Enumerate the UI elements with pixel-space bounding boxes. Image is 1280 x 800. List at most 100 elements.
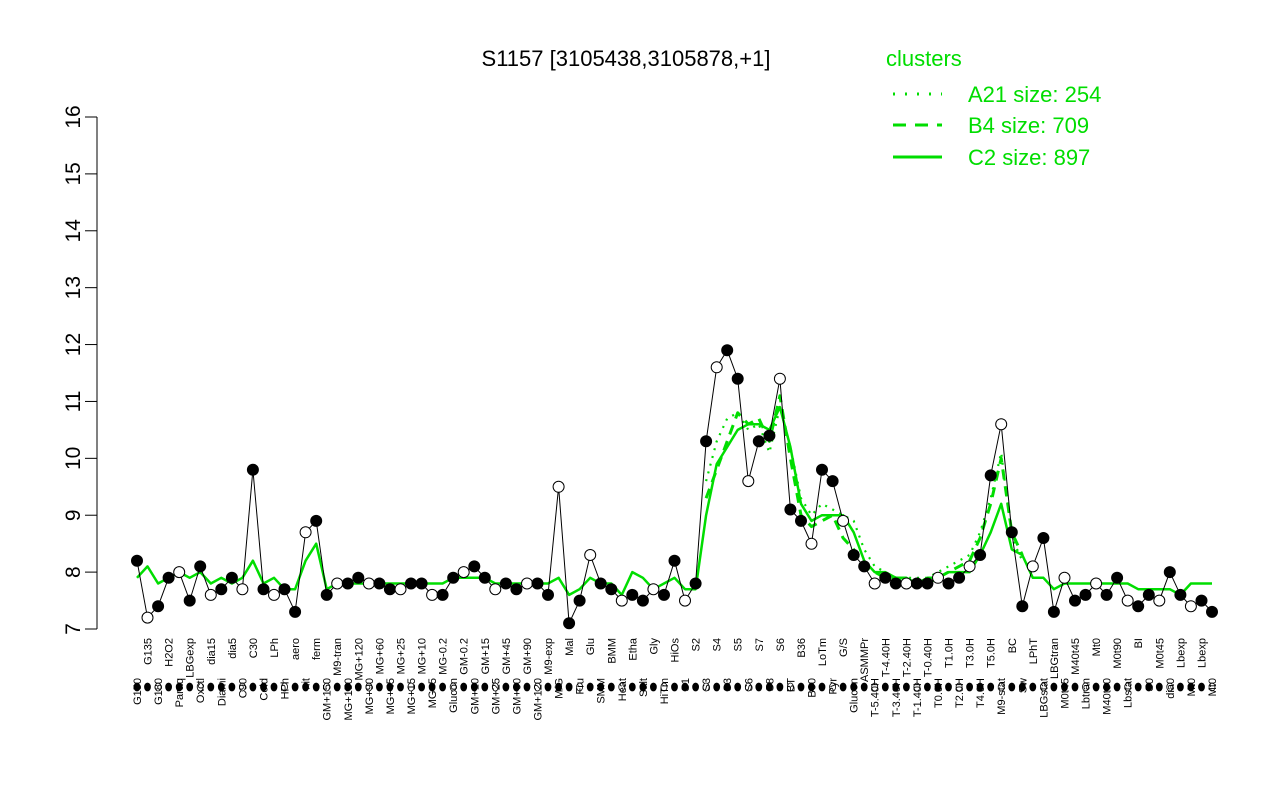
x-tick-label: Etha bbox=[627, 637, 639, 661]
data-point bbox=[868, 577, 881, 590]
rug-mark bbox=[217, 682, 225, 692]
rug-mark bbox=[270, 682, 278, 692]
legend-label-a21: A21 size: 254 bbox=[968, 82, 1101, 107]
rug-mark bbox=[1040, 682, 1047, 692]
data-point bbox=[1069, 594, 1081, 607]
data-point bbox=[636, 594, 649, 607]
x-tick-label: M/G bbox=[554, 678, 566, 699]
rug-mark bbox=[818, 682, 826, 692]
x-tick-label: nit bbox=[301, 678, 313, 690]
x-tick-label: MG-0.2 bbox=[438, 638, 450, 675]
y-tick-label: 8 bbox=[62, 566, 85, 578]
x-tick-label: H2O2 bbox=[164, 638, 176, 667]
x-tick-label: MG+10 bbox=[417, 638, 429, 674]
x-tick-label: LBGtran bbox=[1049, 638, 1061, 679]
data-point bbox=[1037, 532, 1050, 544]
rug-mark bbox=[407, 682, 415, 692]
data-point bbox=[679, 594, 691, 607]
rug-mark bbox=[565, 682, 573, 692]
rug-mark bbox=[871, 682, 879, 692]
rug-mark bbox=[966, 682, 973, 692]
data-point bbox=[742, 475, 755, 488]
x-tick-label: S1 bbox=[680, 678, 692, 691]
data-point bbox=[1174, 588, 1187, 601]
rug-mark bbox=[660, 682, 668, 692]
data-point bbox=[626, 588, 639, 601]
rug-mark bbox=[808, 682, 815, 692]
rug-mark bbox=[555, 682, 562, 692]
rug-mark bbox=[291, 682, 299, 692]
x-tick-label: Lbtran bbox=[1081, 678, 1093, 709]
x-tick-label: S3 bbox=[701, 678, 713, 691]
rug-mark bbox=[797, 682, 805, 692]
rug-mark bbox=[692, 682, 699, 692]
x-tick-label: M0t45 bbox=[1154, 638, 1166, 669]
rug-mark bbox=[997, 682, 1005, 692]
x-tick-label: LBGstat bbox=[1038, 678, 1050, 718]
data-point bbox=[162, 571, 175, 584]
x-tick-label: G/S bbox=[838, 638, 850, 657]
rug-mark bbox=[776, 682, 784, 692]
data-point bbox=[236, 583, 249, 596]
x-tick-label: LBGexp bbox=[185, 638, 197, 678]
rug-mark bbox=[175, 682, 183, 692]
x-tick-label: T-1.40H bbox=[912, 678, 924, 717]
rug-mark bbox=[881, 682, 889, 692]
data-point bbox=[405, 577, 417, 590]
x-tick-label: S0 bbox=[1144, 678, 1156, 691]
x-tick-label: ferm bbox=[311, 638, 323, 660]
rug-mark bbox=[1124, 682, 1132, 692]
x-tick-label: Sw bbox=[1017, 678, 1029, 693]
data-point bbox=[373, 577, 386, 590]
x-tick-label: HiTm bbox=[659, 678, 671, 704]
x-tick-label: BI bbox=[1133, 638, 1145, 648]
data-point bbox=[826, 475, 839, 488]
legend-label-b4: B4 size: 709 bbox=[968, 113, 1089, 138]
rug-mark bbox=[260, 682, 267, 692]
rug-mark bbox=[1082, 682, 1089, 692]
data-point bbox=[1047, 605, 1060, 618]
rug-mark bbox=[196, 682, 204, 692]
data-point bbox=[1090, 577, 1103, 590]
data-point bbox=[362, 577, 375, 590]
rug-mark bbox=[1071, 682, 1079, 692]
rug-mark bbox=[144, 682, 151, 692]
rug-mark bbox=[1187, 682, 1195, 692]
rug-mark bbox=[945, 682, 952, 692]
x-tick-label: M9-tran bbox=[332, 638, 344, 676]
x-tick-label: M9-stat bbox=[996, 678, 1008, 715]
rug-mark bbox=[365, 682, 373, 692]
rug-mark bbox=[976, 682, 984, 692]
x-tick-label: Mt0 bbox=[1186, 678, 1198, 696]
rug-mark bbox=[249, 682, 257, 692]
legend: clusters A21 size: 254 B4 size: 709 C2 s… bbox=[886, 46, 1101, 170]
data-point bbox=[1026, 560, 1039, 573]
data-point bbox=[594, 577, 607, 590]
data-point bbox=[752, 435, 765, 448]
rug-mark bbox=[681, 682, 689, 692]
data-point bbox=[278, 583, 291, 596]
x-tick-label: T3.0H bbox=[965, 638, 977, 668]
rug-mark bbox=[470, 682, 478, 692]
x-tick-label: M40t45 bbox=[1070, 638, 1082, 675]
y-tick-label: 12 bbox=[62, 333, 85, 356]
data-point bbox=[426, 588, 439, 601]
x-tick-label: S5 bbox=[733, 638, 745, 651]
rug-mark bbox=[481, 682, 489, 692]
chart-title: S1157 [3105438,3105878,+1] bbox=[482, 46, 771, 71]
rug-mark bbox=[502, 682, 510, 692]
y-tick-label: 16 bbox=[62, 105, 85, 128]
x-tick-label: Glucon bbox=[849, 678, 861, 713]
rug-mark bbox=[207, 682, 215, 692]
x-tick-label: GM+15 bbox=[480, 638, 492, 674]
data-point bbox=[984, 469, 997, 482]
x-tick-label: M9-exp bbox=[543, 638, 555, 675]
y-axis-ticks: 7 8 9 10 11 12 13 14 15 16 bbox=[62, 105, 97, 635]
rug-mark bbox=[850, 682, 858, 692]
data-point bbox=[1100, 588, 1113, 601]
rug-mark bbox=[987, 682, 995, 692]
rug-mark bbox=[839, 682, 847, 692]
data-point bbox=[436, 588, 449, 601]
data-point bbox=[257, 583, 270, 596]
rug-mark bbox=[397, 682, 404, 692]
